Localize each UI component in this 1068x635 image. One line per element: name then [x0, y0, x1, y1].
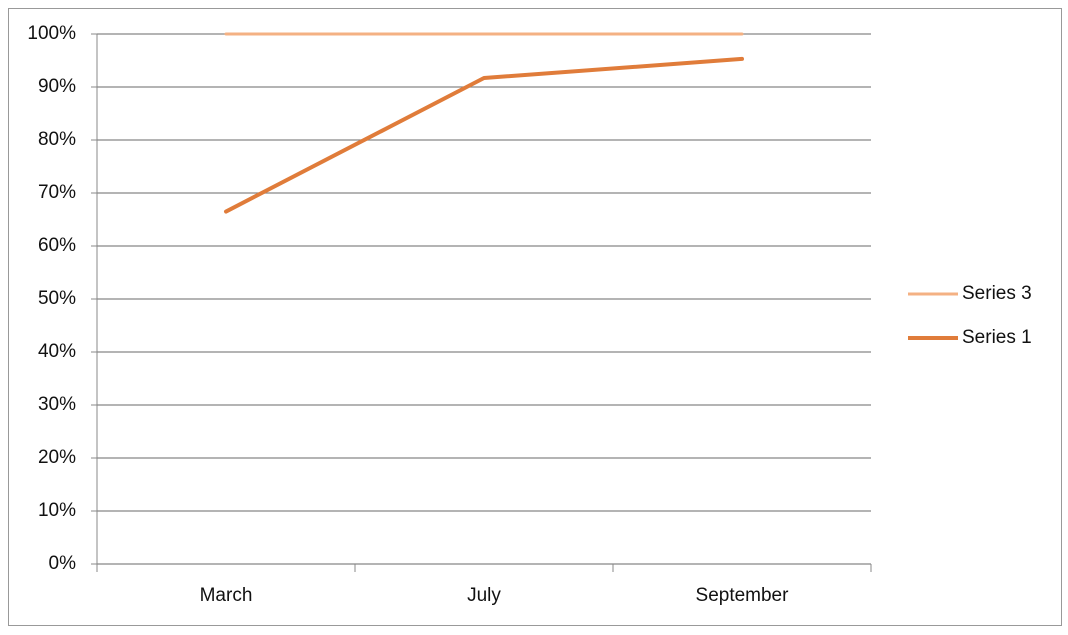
y-tick-label: 40%	[38, 341, 76, 362]
legend-label: Series 1	[962, 327, 1032, 348]
y-tick-label: 30%	[38, 394, 76, 415]
chart-border	[8, 8, 1062, 626]
x-tick-label: March	[200, 585, 253, 606]
y-tick-label: 20%	[38, 447, 76, 468]
y-tick-label: 0%	[49, 553, 77, 574]
y-tick-label: 10%	[38, 500, 76, 521]
y-tick-label: 100%	[27, 23, 76, 44]
y-tick-label: 60%	[38, 235, 76, 256]
legend-label: Series 3	[962, 283, 1032, 304]
x-tick-label: September	[696, 585, 790, 606]
y-tick-label: 70%	[38, 182, 76, 203]
y-tick-label: 50%	[38, 288, 76, 309]
x-tick-label: July	[467, 585, 501, 606]
series-line	[224, 56, 744, 214]
y-tick-label: 80%	[38, 129, 76, 150]
y-tick-label: 90%	[38, 76, 76, 97]
